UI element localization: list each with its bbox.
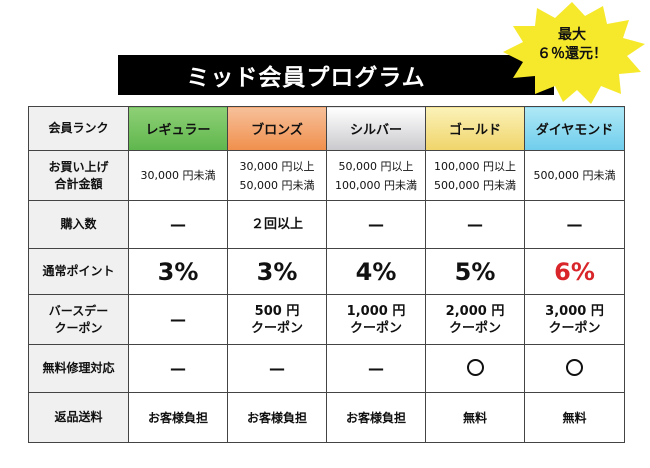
free-repair-gold [425, 344, 525, 393]
badge-line-1: 最大 [558, 27, 586, 43]
header-row: 会員ランク レギュラー ブロンズ シルバー ゴールド ダイヤモンド [28, 106, 625, 151]
free-repair-bronze: — [227, 344, 327, 393]
return-shipping-silver: お客様負担 [326, 392, 426, 443]
rank-bronze: ブロンズ [227, 106, 327, 151]
circle-icon [466, 358, 484, 376]
purchase-total-bronze: 30,000 円以上 50,000 円未満 [227, 150, 327, 201]
return-shipping-gold: 無料 [425, 392, 525, 443]
rank-gold: ゴールド [425, 106, 525, 151]
purchase-total-silver: 50,000 円以上 100,000 円未満 [326, 150, 426, 201]
purchase-total-row: お買い上げ 合計金額 30,000 円未満 30,000 円以上 50,000 … [28, 150, 625, 201]
max-rebate-badge: 最大 ６％還元！ [497, 0, 647, 104]
purchase-count-regular: — [128, 200, 228, 249]
purchase-total-regular: 30,000 円未満 [128, 150, 228, 201]
purchase-total-label: お買い上げ 合計金額 [28, 150, 129, 201]
birthday-coupon-label: バースデー クーポン [28, 294, 129, 345]
program-title: ミッド会員プログラム [186, 65, 426, 91]
return-shipping-regular: お客様負担 [128, 392, 228, 443]
free-repair-diamond [524, 344, 625, 393]
circle-icon [566, 358, 583, 376]
rank-diamond: ダイヤモンド [524, 106, 625, 151]
points-label: 通常ポイント [28, 248, 129, 295]
rank-header-label: 会員ランク [28, 106, 129, 151]
birthday-coupon-gold: 2,000 円 クーポン [425, 294, 525, 345]
birthday-coupon-row: バースデー クーポン — 500 円 クーポン 1,000 円 クーポン 2,0… [28, 294, 625, 345]
purchase-count-gold: — [425, 200, 525, 249]
return-shipping-diamond: 無料 [524, 392, 625, 443]
rank-regular: レギュラー [128, 106, 228, 151]
free-repair-silver: — [326, 344, 426, 393]
points-bronze: 3% [227, 248, 327, 295]
free-repair-regular: — [128, 344, 228, 393]
points-silver: 4% [326, 248, 426, 295]
purchase-count-diamond: — [524, 200, 625, 249]
purchase-total-gold: 100,000 円以上 500,000 円未満 [425, 150, 525, 201]
purchase-count-silver: — [326, 200, 426, 249]
return-shipping-label: 返品送料 [28, 392, 129, 443]
birthday-coupon-regular: — [128, 294, 228, 345]
birthday-coupon-silver: 1,000 円 クーポン [326, 294, 426, 345]
free-repair-label: 無料修理対応 [28, 344, 129, 393]
badge-line-2: ６％還元！ [537, 46, 607, 62]
birthday-coupon-bronze: 500 円 クーポン [227, 294, 327, 345]
program-title-bar: ミッド会員プログラム [118, 55, 554, 95]
starburst-icon [503, 2, 645, 104]
rank-silver: シルバー [326, 106, 426, 151]
purchase-count-row: 購入数 — ２回以上 — — — [28, 200, 625, 249]
badge-text: 最大 ６％還元！ [497, 26, 647, 64]
points-gold: 5% [425, 248, 525, 295]
purchase-count-label: 購入数 [28, 200, 129, 249]
points-diamond: 6% [524, 248, 625, 295]
return-shipping-bronze: お客様負担 [227, 392, 327, 443]
birthday-coupon-diamond: 3,000 円 クーポン [524, 294, 625, 345]
membership-table: 会員ランク レギュラー ブロンズ シルバー ゴールド ダイヤモンド お買い上げ … [28, 106, 625, 443]
return-shipping-row: 返品送料 お客様負担 お客様負担 お客様負担 無料 無料 [28, 392, 625, 443]
points-row: 通常ポイント 3% 3% 4% 5% 6% [28, 248, 625, 295]
purchase-total-diamond: 500,000 円未満 [524, 150, 625, 201]
points-regular: 3% [128, 248, 228, 295]
free-repair-row: 無料修理対応 — — — [28, 344, 625, 393]
purchase-count-bronze: ２回以上 [227, 200, 327, 249]
